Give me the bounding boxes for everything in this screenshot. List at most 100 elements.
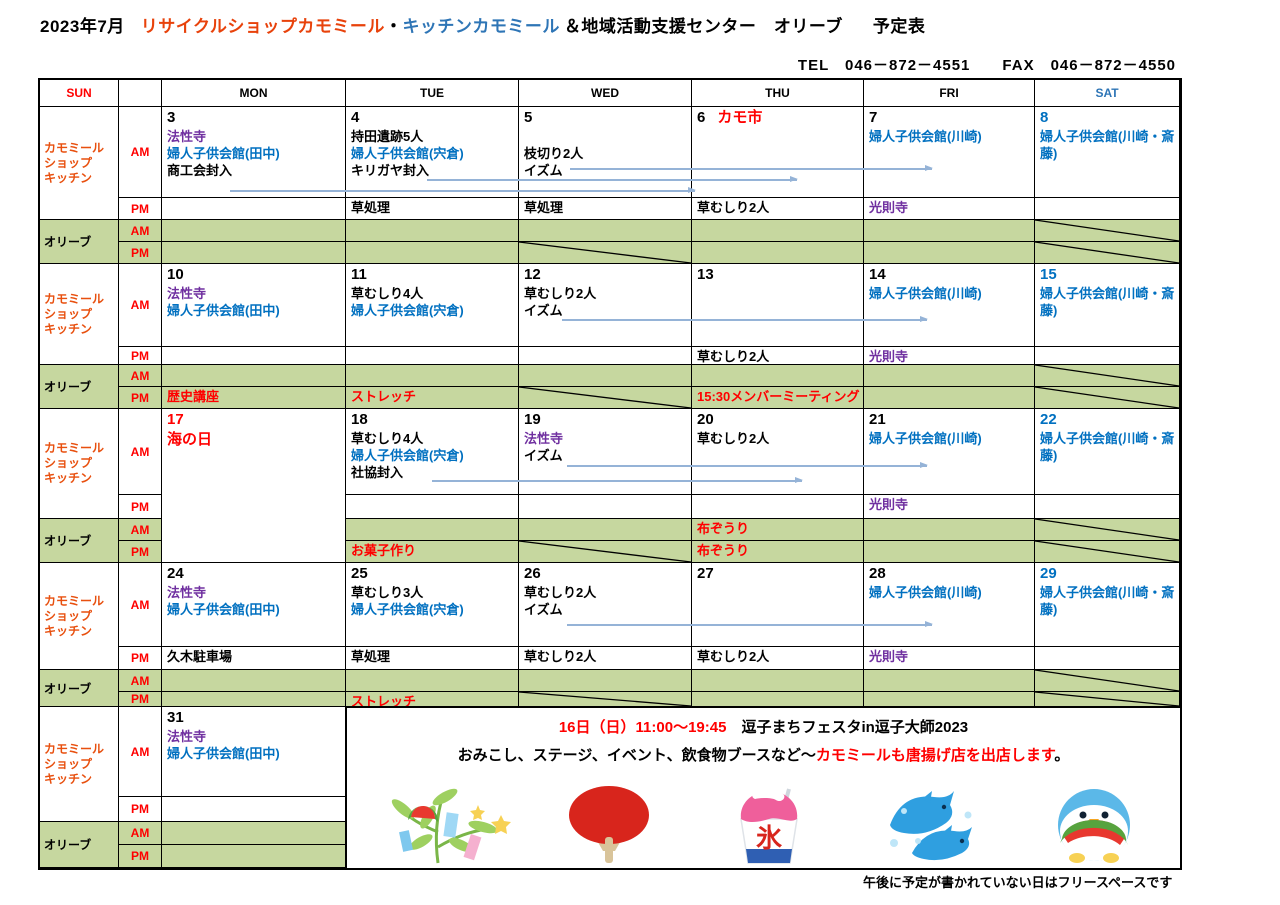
date-number: 12	[524, 266, 541, 283]
event-text: 持田遺跡5人	[351, 129, 424, 144]
day-22-am: 22 婦人子供会館(川崎・斎藤)	[1035, 409, 1180, 495]
date-label: 3	[162, 107, 345, 128]
row-label-chamomile: カモミール ショップ キッチン	[40, 107, 119, 220]
row-label-line: ショップ	[44, 456, 93, 470]
date-number: 7	[869, 109, 878, 126]
day-21-am: 21 婦人子供会館(川崎)	[864, 409, 1035, 495]
day-29-am: 29 婦人子供会館(川崎・斎藤)	[1035, 563, 1180, 647]
holiday-cell-17: 17 海の日	[162, 409, 346, 563]
free-space-note: 午後に予定が書かれていない日はフリースペースです	[863, 875, 1173, 890]
ampm-label: PM	[119, 198, 162, 220]
day-12-pm	[519, 347, 692, 365]
row-label-line: カモミール	[44, 291, 105, 306]
day-6-olive-pm	[692, 242, 864, 264]
date-number: 29	[1040, 565, 1057, 582]
header-sun: SUN	[40, 80, 119, 107]
penguin-icon	[1058, 789, 1130, 863]
date-label: 10	[162, 264, 345, 285]
date-label: 31	[162, 707, 345, 728]
date-label: 18	[346, 409, 518, 430]
row-label-chamomile: カモミール ショップ キッチン	[40, 264, 119, 365]
day-24-am: 24 法性寺 婦人子供会館(田中)	[162, 563, 346, 647]
event-text: 法性寺	[167, 729, 207, 744]
title-separator: ・	[384, 17, 403, 36]
closed-diagonal-line	[1035, 519, 1179, 540]
date-number: 27	[697, 565, 714, 582]
event-text	[519, 128, 691, 145]
event-text: 枝切り2人	[524, 146, 584, 161]
date-label: 13	[692, 264, 863, 285]
ampm-label: AM	[119, 822, 162, 845]
event-text: 歴史講座	[167, 389, 220, 404]
day-10-olive-am	[162, 365, 346, 387]
closed-diagonal-line	[1035, 670, 1179, 691]
date-number: 6	[697, 109, 706, 126]
date-note: カモ市	[717, 109, 763, 126]
row-label-olive: オリーブ	[40, 822, 119, 868]
date-label: 22	[1035, 409, 1179, 430]
festival-name: 逗子まちフェスタin逗子大師2023	[726, 719, 969, 736]
day-21-olive-pm	[864, 541, 1035, 563]
week-row-1: カモミール ショップ キッチン オリーブ AM PM AM PM 3 法性寺 婦人子供会館(田中) 商…	[40, 107, 1180, 264]
day-26-am: 26 草むしり2人 イズム	[519, 563, 692, 647]
ampm-label: AM	[119, 519, 162, 541]
event-text: 光則寺	[869, 497, 909, 512]
event-text: イズム	[524, 303, 563, 318]
ampm-label: PM	[119, 495, 162, 519]
schedule-span-arrow	[230, 187, 696, 193]
row-label-olive: オリーブ	[40, 220, 119, 264]
svg-text:氷: 氷	[756, 824, 783, 854]
festival-period: 。	[1054, 747, 1070, 764]
day-10-am: 10 法性寺 婦人子供会館(田中)	[162, 264, 346, 347]
day-24-olive-pm	[162, 692, 346, 707]
ampm-label: AM	[119, 264, 162, 347]
event-text: 婦人子供会館(田中)	[167, 303, 280, 318]
date-label: 24	[162, 563, 345, 584]
ampm-label: PM	[119, 541, 162, 563]
closed-diagonal-line	[1035, 387, 1179, 408]
date-number: 4	[351, 109, 360, 126]
dolphins-icon	[890, 791, 972, 861]
day-27-pm: 草むしり2人	[692, 647, 864, 670]
event-text: 海の日	[167, 431, 213, 448]
day-4-am: 4 持田遺跡5人 婦人子供会館(宍倉) キリガヤ封入	[346, 107, 519, 198]
calendar-body: カモミール ショップ キッチン オリーブ AM PM AM PM 3 法性寺 婦人子供会館(田中) 商…	[40, 107, 1180, 868]
day-18-pm	[346, 495, 519, 519]
event-text: 布ぞうり	[697, 521, 750, 536]
day-12-am: 12 草むしり2人 イズム	[519, 264, 692, 347]
row-label-line: キッチン	[44, 170, 93, 185]
day-3-olive-pm	[162, 242, 346, 264]
event-text: 婦人子供会館(宍倉)	[351, 146, 464, 161]
closed-diagonal-line	[1035, 365, 1179, 386]
day-4-olive-pm	[346, 242, 519, 264]
event-text: 商工会封入	[167, 163, 233, 178]
summer-clipart-row: 氷	[347, 785, 1180, 865]
date-number: 15	[1040, 266, 1057, 283]
festival-detail-line: おみこし、ステージ、イベント、飲食物ブースなど～カモミールも唐揚げ店を出店します…	[347, 744, 1180, 765]
day-31-olive-pm	[162, 845, 346, 868]
day-28-pm: 光則寺	[864, 647, 1035, 670]
date-number: 21	[869, 411, 886, 428]
date-label: 4	[346, 107, 518, 128]
day-31-olive-am	[162, 822, 346, 845]
header-fri: FRI	[864, 80, 1035, 107]
day-27-am: 27	[692, 563, 864, 647]
schedule-span-arrow	[570, 165, 933, 171]
date-number: 18	[351, 411, 368, 428]
ampm-label: PM	[119, 845, 162, 868]
event-text: 草むしり4人	[351, 431, 424, 446]
day-18-olive-am	[346, 519, 519, 541]
day-28-am: 28 婦人子供会館(川崎)	[864, 563, 1035, 647]
date-label: 21	[864, 409, 1034, 430]
festival-datetime: 16日（日）11:00～19:45	[558, 719, 727, 736]
row-label-line: キッチン	[44, 471, 93, 485]
date-label: 17	[162, 409, 345, 430]
festival-highlight: カモミールも唐揚げ店を出店します	[815, 747, 1055, 764]
event-text: 草むしり2人	[697, 431, 770, 446]
event-text: 草むしり3人	[351, 585, 424, 600]
day-8-olive-am	[1035, 220, 1180, 242]
event-text: イズム	[524, 163, 563, 178]
event-text: 草むしり2人	[697, 649, 770, 664]
event-text: 草むしり2人	[697, 200, 770, 215]
day-12-olive-pm	[519, 387, 692, 409]
